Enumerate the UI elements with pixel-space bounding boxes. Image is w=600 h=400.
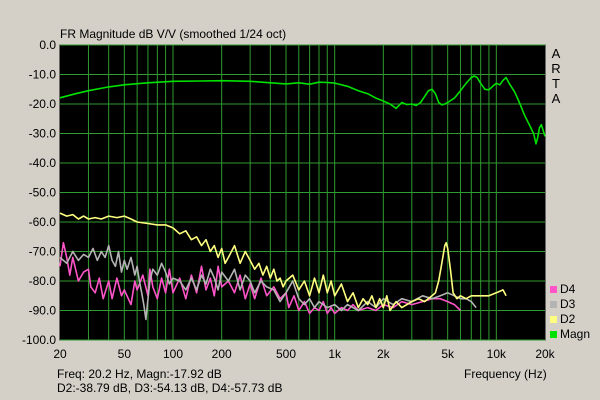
x-tick-label: 1k <box>328 347 342 361</box>
x-tick-label: 100 <box>163 347 183 361</box>
x-tick-label: 20 <box>53 347 67 361</box>
trace-d2 <box>59 212 507 312</box>
x-tick-label: 2k <box>377 347 391 361</box>
x-tick-label: 200 <box>212 347 232 361</box>
y-tick-label: -80.0 <box>29 274 57 288</box>
x-tick-label: 10k <box>487 347 507 361</box>
legend-item-d4[interactable]: D4 <box>550 282 576 296</box>
x-tick-label: 20k <box>535 347 555 361</box>
y-tick-label: -30.0 <box>29 127 57 141</box>
legend-swatch <box>550 301 557 308</box>
legend-item-d3[interactable]: D3 <box>550 297 576 311</box>
y-tick-label: -100.0 <box>22 333 56 347</box>
x-axis-label: Frequency (Hz) <box>464 367 547 381</box>
x-tick-label: 5k <box>441 347 455 361</box>
cursor-readout-distortion: D2:-38.79 dB, D3:-54.13 dB, D4:-57.73 dB <box>57 381 283 395</box>
cursor-readout: Freq: 20.2 Hz, Magn:-17.92 dB D2:-38.79 … <box>57 367 282 395</box>
arta-letter: R <box>551 61 561 76</box>
arta-letter: T <box>552 76 560 91</box>
trace-d4 <box>59 241 462 315</box>
x-tick-label: 50 <box>118 347 132 361</box>
arta-letter: A <box>551 46 561 61</box>
legend-label: D3 <box>560 297 576 311</box>
cursor-readout-freq-magn: Freq: 20.2 Hz, Magn:-17.92 dB <box>57 367 222 381</box>
legend-label: D2 <box>560 312 576 326</box>
y-tick-label: -60.0 <box>29 215 57 229</box>
legend-label: D4 <box>560 282 576 296</box>
y-tick-label: -70.0 <box>29 245 57 259</box>
y-tick-label: -40.0 <box>29 156 57 170</box>
x-tick-label: 500 <box>276 347 296 361</box>
legend-item-d2[interactable]: D2 <box>550 312 576 326</box>
y-tick-label: -50.0 <box>29 186 57 200</box>
legend-item-magn[interactable]: Magn <box>550 327 590 341</box>
chart-title: FR Magnitude dB V/V (smoothed 1/24 oct) <box>60 27 287 41</box>
y-tick-label: -20.0 <box>29 97 57 111</box>
y-tick-label: -90.0 <box>29 304 57 318</box>
y-tick-label: -10.0 <box>29 68 57 82</box>
legend-label: Magn <box>560 327 590 341</box>
arta-letter: A <box>551 91 561 106</box>
trace-magn <box>59 75 546 145</box>
legend-swatch <box>550 286 557 293</box>
y-tick-label: 0.0 <box>39 38 56 52</box>
legend-swatch <box>550 316 557 323</box>
legend-swatch <box>550 331 557 338</box>
